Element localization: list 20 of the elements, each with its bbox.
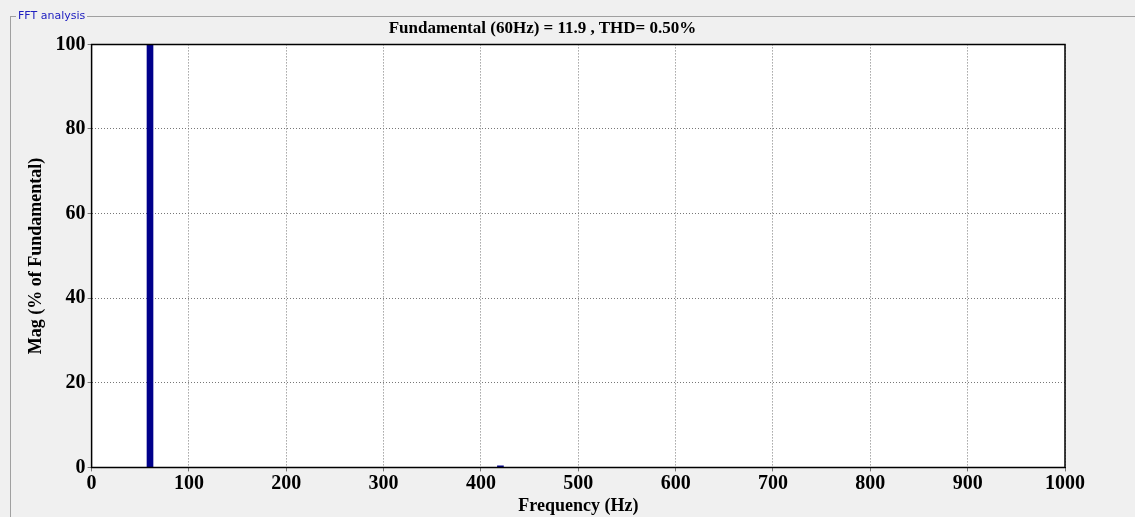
x-tick-label: 900 <box>952 470 983 493</box>
x-tick-label: 800 <box>855 470 886 493</box>
text: FFT analysis <box>16 9 88 22</box>
x-axis-title: Frequency (Hz) <box>518 494 639 516</box>
chart-title: Fundamental (60Hz) = 11.9 , THD= 0.50% <box>388 17 697 37</box>
y-tick-label: 100 <box>55 31 86 54</box>
x-tick-label: 200 <box>271 470 302 493</box>
y-tick-label: 0 <box>75 454 86 477</box>
x-tick-label: 600 <box>660 470 691 493</box>
y-tick-label: 60 <box>65 200 86 223</box>
x-tick-label: 500 <box>563 470 594 493</box>
x-tick-label: 100 <box>173 470 204 493</box>
x-tick-label: 400 <box>465 470 496 493</box>
y-tick-label: 40 <box>65 285 86 308</box>
x-tick-label: 300 <box>368 470 399 493</box>
y-tick-label: 20 <box>65 369 86 392</box>
x-tick-label: 1000 <box>1045 470 1085 493</box>
y-tick-label: 80 <box>65 116 86 139</box>
x-tick-label: 700 <box>757 470 788 493</box>
y-axis-title: Mag (% of Fundamental) <box>25 157 47 355</box>
